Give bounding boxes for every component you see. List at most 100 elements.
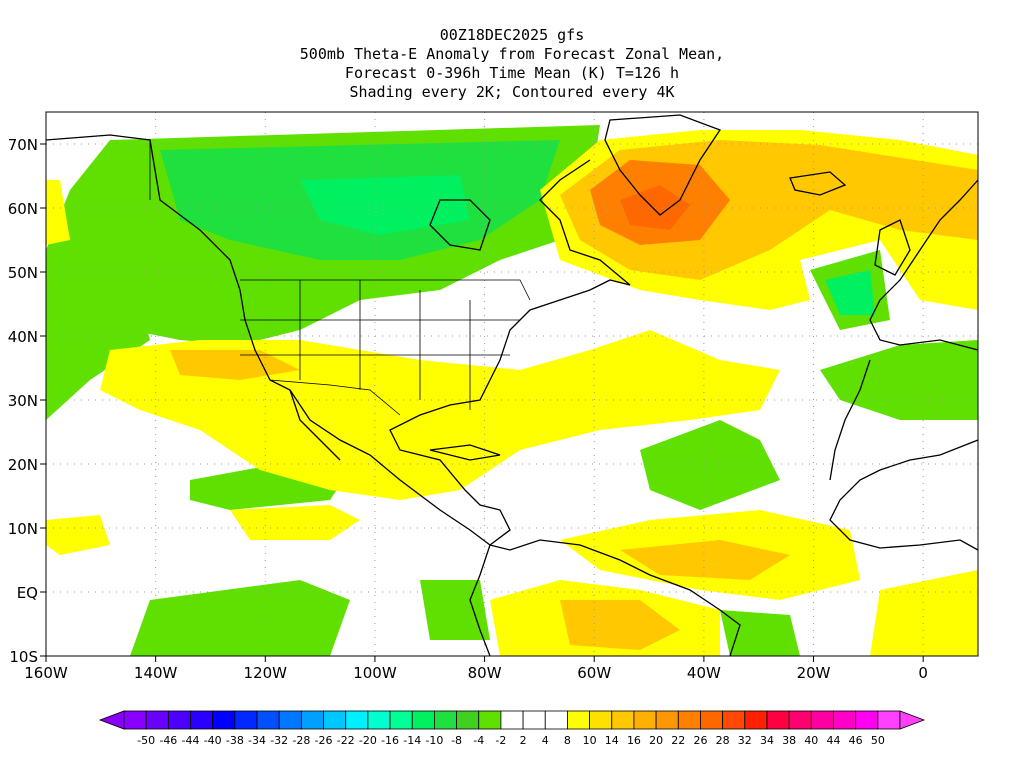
colorbar-swatch <box>589 710 613 730</box>
colorbar-label: -50 <box>137 734 155 747</box>
colorbar-swatch <box>833 710 857 730</box>
colorbar-swatch <box>522 710 546 730</box>
colorbar-label: -22 <box>337 734 355 747</box>
coast-british-isles <box>874 219 911 276</box>
coastlines <box>45 114 979 657</box>
y-axis: 70N 60N 50N 40N 30N 20N 10N EQ 10S <box>8 136 46 666</box>
colorbar-swatch <box>478 710 502 730</box>
colorbar-label: -40 <box>204 734 222 747</box>
colorbar-swatch <box>611 710 635 730</box>
x-tick-label: 0 <box>918 664 928 682</box>
colorbar-swatch <box>744 710 768 730</box>
colorbar-label: -2 <box>495 734 506 747</box>
colorbar-swatch <box>256 710 280 730</box>
political-borders <box>149 140 531 416</box>
colorbar-swatch <box>544 710 568 730</box>
shade-green-south-atlantic <box>720 610 800 656</box>
coast-baja-mexico <box>289 389 341 461</box>
border-us-states-1 <box>299 280 471 410</box>
colorbar-swatch <box>190 710 214 730</box>
y-tick-label: 70N <box>8 136 38 154</box>
colorbar-swatch <box>433 710 457 730</box>
colorbar-label: 40 <box>804 734 818 747</box>
y-tick-label: 40N <box>8 328 38 346</box>
colorbar-label: 38 <box>782 734 796 747</box>
colorbar-swatch <box>722 710 746 730</box>
coast-north-america-east <box>389 159 631 546</box>
colorbar-swatch <box>633 710 657 730</box>
colorbar-swatch <box>123 710 147 730</box>
colorbar-label: 2 <box>520 734 527 747</box>
coast-hudson-bay <box>429 199 491 251</box>
colorbar-label: -14 <box>403 734 421 747</box>
colorbar-swatch <box>389 710 413 730</box>
x-tick-label: 80W <box>468 664 502 682</box>
map-frame <box>45 111 979 657</box>
coast-south-america <box>469 539 741 657</box>
y-tick-label: 10S <box>9 648 38 666</box>
colorbar-label: 50 <box>871 734 885 747</box>
colorbar-label: -10 <box>425 734 443 747</box>
coast-cuba <box>429 444 501 461</box>
colorbar-swatch <box>234 710 258 730</box>
colorbar: -50 -46 -44 -40 -38 -34 -32 -28 -26 -22 -20 -16 -14-… <box>98 710 926 747</box>
colorbar-swatch <box>655 710 679 730</box>
shade-green-pacific-west <box>46 290 150 420</box>
shade-yellow-pacific-northwest <box>46 180 70 245</box>
coast-europe <box>869 179 979 351</box>
colorbar-label: -26 <box>315 734 333 747</box>
coast-iceland <box>789 171 847 196</box>
colorbar-label: 46 <box>849 734 863 747</box>
colorbar-label: -32 <box>270 734 288 747</box>
colorbar-swatch <box>456 710 480 730</box>
shade-orange-south-america <box>560 600 680 650</box>
x-tick-label: 160W <box>24 664 68 682</box>
colorbar-label: 44 <box>826 734 840 747</box>
colorbar-label: 16 <box>627 734 641 747</box>
y-tick-label: 30N <box>8 392 38 410</box>
border-us-canada <box>240 279 531 301</box>
colorbar-swatch <box>345 710 369 730</box>
colorbar-label: 26 <box>693 734 707 747</box>
x-axis: 160W 140W 120W 100W 80W 60W 40W 20W 0 <box>24 656 928 682</box>
shade-green-africa-north <box>820 340 978 420</box>
shade-orange-tropical-atlantic <box>620 540 790 580</box>
y-tick-label: 20N <box>8 456 38 474</box>
shade-yellow-southeast-atlantic <box>870 570 978 656</box>
colorbar-swatch <box>500 710 524 730</box>
coast-greenland <box>604 114 721 216</box>
colorbar-left-arrow <box>98 710 125 730</box>
shade-teal-east-atlantic <box>825 270 875 315</box>
title-line-2: 500mb Theta-E Anomaly from Forecast Zona… <box>299 45 725 63</box>
colorbar-label: 34 <box>760 734 774 747</box>
colorbar-label: -4 <box>473 734 484 747</box>
x-tick-label: 100W <box>353 664 397 682</box>
border-us-mexico <box>269 379 401 416</box>
y-tick-label: 50N <box>8 264 38 282</box>
colorbar-swatch <box>411 710 435 730</box>
colorbar-right-arrow <box>899 710 926 730</box>
colorbar-label: -20 <box>359 734 377 747</box>
colorbar-swatch <box>212 710 236 730</box>
colorbar-label: 14 <box>605 734 619 747</box>
colorbar-swatch <box>877 710 901 730</box>
y-tick-label: 10N <box>8 520 38 538</box>
shade-green-atlantic-tropics <box>640 420 780 510</box>
title-line-3: Forecast 0-396h Time Mean (K) T=126 h <box>344 64 680 82</box>
colorbar-label: -38 <box>226 734 244 747</box>
x-tick-label: 40W <box>687 664 721 682</box>
x-tick-label: 140W <box>134 664 178 682</box>
colorbar-label: 28 <box>716 734 730 747</box>
colorbar-label: 4 <box>542 734 549 747</box>
title-line-1: 00Z18DEC2025 gfs <box>439 26 585 44</box>
colorbar-swatch <box>788 710 812 730</box>
title-line-4: Shading every 2K; Contoured every 4K <box>349 83 675 101</box>
colorbar-swatch <box>766 710 790 730</box>
map-panel <box>45 111 979 657</box>
coast-africa <box>829 439 979 551</box>
colorbar-label: -16 <box>381 734 399 747</box>
colorbar-swatch <box>810 710 834 730</box>
colorbar-label: 10 <box>583 734 597 747</box>
x-tick-label: 120W <box>244 664 288 682</box>
